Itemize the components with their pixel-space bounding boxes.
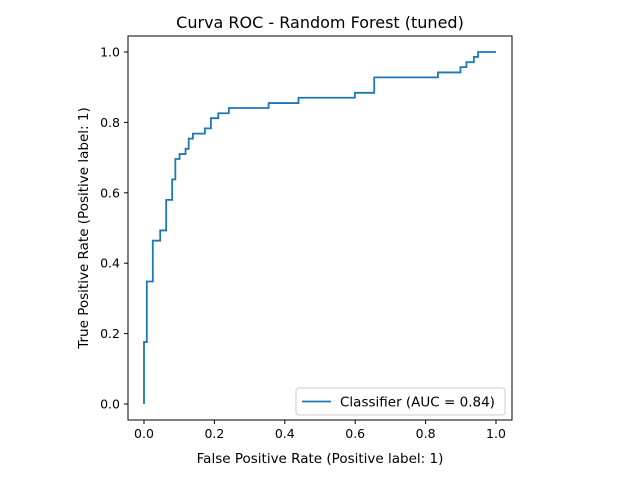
y-tick-label: 0.6: [100, 185, 120, 200]
x-tick-label: 0.4: [275, 426, 295, 441]
y-tick-label: 0.4: [100, 256, 120, 271]
x-axis-ticks: 0.0 0.2 0.4 0.6 0.8 1.0: [134, 420, 506, 441]
y-axis-ticks: 0.0 0.2 0.4 0.6 0.8 1.0: [100, 45, 128, 412]
legend: Classifier (AUC = 0.84): [295, 387, 506, 416]
y-tick-label: 0.2: [100, 326, 120, 341]
y-tick-label: 1.0: [100, 45, 120, 60]
y-tick-label: 0.0: [100, 397, 120, 412]
x-tick-label: 0.8: [416, 426, 436, 441]
x-tick-label: 1.0: [486, 426, 506, 441]
chart-title: Curva ROC - Random Forest (tuned): [176, 13, 464, 32]
curve-layer: [143, 51, 496, 404]
axes-frame: [127, 35, 513, 421]
legend-box: [295, 387, 506, 416]
legend-entry: Classifier (AUC = 0.84): [340, 395, 495, 411]
x-axis-label: False Positive Rate (Positive label: 1): [197, 451, 444, 467]
y-tick-label: 0.8: [100, 115, 120, 130]
plot-area: 0.0 0.2 0.4 0.6 0.8 1.0 0.0 0.2 0.4 0.6 0.8 1.0: [100, 35, 513, 441]
roc-curve-line: [143, 51, 496, 404]
x-tick-label: 0.2: [204, 426, 224, 441]
y-axis-label: True Positive Rate (Positive label: 1): [76, 107, 92, 350]
x-tick-label: 0.6: [345, 426, 365, 441]
x-tick-label: 0.0: [134, 426, 154, 441]
